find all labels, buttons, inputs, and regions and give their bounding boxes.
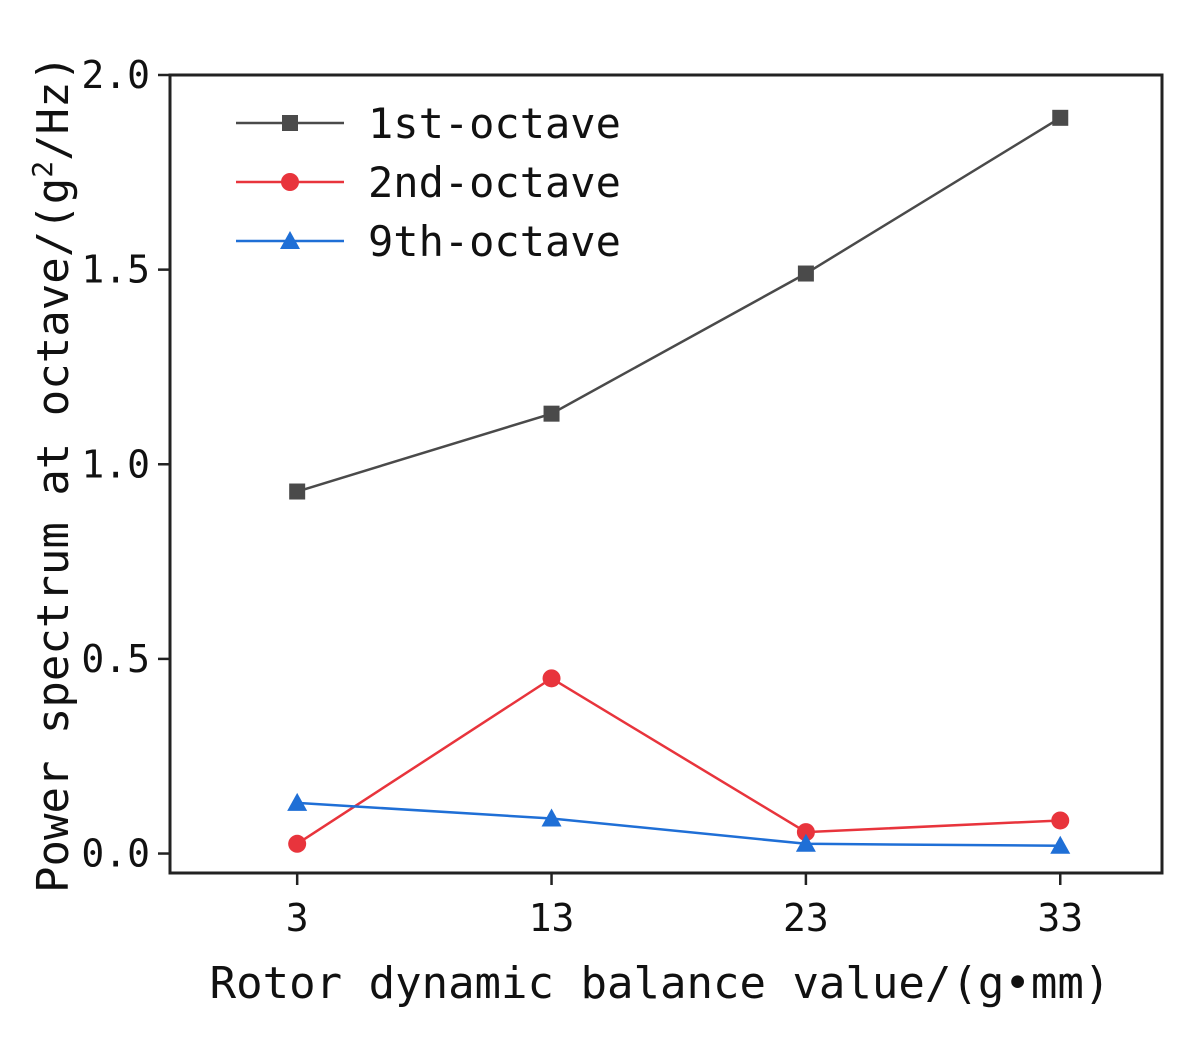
legend-label: 9th-octave <box>368 217 621 266</box>
legend-label: 1st-octave <box>368 99 621 148</box>
x-tick-label: 3 <box>286 896 309 940</box>
data-point-1st-octave <box>797 265 814 282</box>
data-point-9th-octave <box>1050 835 1071 854</box>
plot-frame <box>168 73 1164 875</box>
series-line-2nd-octave <box>296 676 1061 845</box>
y-axis-title: Power spectrum at octave/(g2/Hz) <box>26 55 79 893</box>
legend-item-1st-octave: 1st-octave <box>236 99 621 148</box>
data-point-2nd-octave <box>796 823 815 842</box>
y-axis-title-suffix: /Hz) <box>28 55 79 161</box>
data-point-9th-octave <box>287 792 308 811</box>
x-tick-label: 13 <box>529 896 575 940</box>
y-tick-label: 1.0 <box>81 442 150 486</box>
x-axis-title: Rotor dynamic balance value/(g•mm) <box>210 958 1111 1009</box>
legend-item-9th-octave: 9th-octave <box>236 217 621 266</box>
y-tick-label: 2.0 <box>81 53 150 97</box>
data-point-1st-octave <box>543 405 560 422</box>
data-point-9th-octave <box>795 833 816 852</box>
y-tick-label: 0.5 <box>81 637 150 681</box>
data-point-1st-octave <box>289 483 306 500</box>
data-point-2nd-octave <box>542 669 561 688</box>
data-point-2nd-octave <box>1051 811 1070 830</box>
series-2nd-octave <box>288 669 1070 853</box>
series-1st-octave <box>289 109 1069 500</box>
legend-label: 2nd-octave <box>368 158 621 207</box>
y-tick-label: 1.5 <box>81 248 150 292</box>
legend-item-2nd-octave: 2nd-octave <box>236 158 621 207</box>
legend-marker <box>282 115 298 131</box>
data-point-1st-octave <box>1052 109 1069 126</box>
series-9th-octave <box>287 792 1071 854</box>
legend-marker <box>281 173 299 191</box>
x-tick-label: 23 <box>783 896 829 940</box>
data-point-9th-octave <box>541 808 562 827</box>
series-line-1st-octave <box>296 116 1061 493</box>
legend-marker <box>280 231 300 249</box>
x-tick-label: 33 <box>1037 896 1083 940</box>
y-tick-label: 0.0 <box>81 832 150 876</box>
data-point-2nd-octave <box>288 834 307 853</box>
y-axis-title-superscript: 2 <box>26 161 59 178</box>
y-axis-title-prefix: Power spectrum at octave/(g <box>28 178 79 893</box>
series-line-9th-octave <box>297 801 1061 848</box>
